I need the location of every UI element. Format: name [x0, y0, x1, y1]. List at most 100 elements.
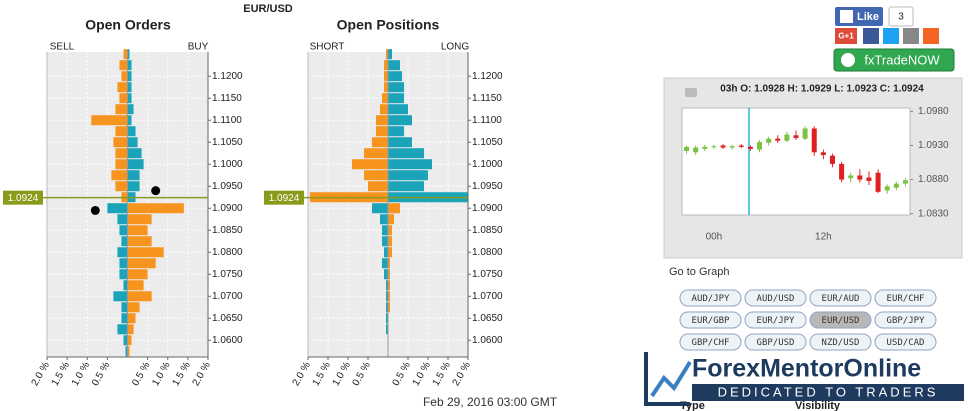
pair-button[interactable] — [809, 289, 872, 307]
pair-button[interactable] — [809, 311, 872, 329]
bar — [380, 104, 388, 115]
x-tick-label: 1.5 % — [431, 360, 453, 388]
bar — [388, 71, 402, 82]
share-mail[interactable] — [903, 28, 919, 44]
bar — [388, 93, 404, 104]
pair-button[interactable] — [744, 311, 807, 329]
share-twitter[interactable] — [883, 28, 899, 44]
pair-button[interactable] — [874, 311, 937, 329]
goto-title: Go to Graph — [669, 266, 730, 278]
pair-label: USD/CAD — [887, 338, 925, 348]
candle-body — [757, 142, 763, 150]
candle-body — [893, 183, 899, 188]
pair-button[interactable] — [874, 289, 937, 307]
bar — [127, 71, 132, 82]
pair-label: AUD/JPY — [692, 294, 731, 304]
pair-button[interactable] — [744, 333, 807, 351]
y-tick-label: 1.0750 — [472, 269, 503, 280]
candle-body — [738, 145, 744, 147]
bar — [382, 258, 388, 269]
side-label: SELL — [50, 42, 75, 53]
pair-button[interactable] — [679, 333, 742, 351]
candle-body — [802, 128, 808, 139]
y-tick-label: 1.0850 — [212, 225, 243, 236]
x-tick-label: 1.5 % — [311, 360, 333, 388]
bar — [364, 170, 388, 181]
bar — [384, 71, 388, 82]
bar — [382, 236, 388, 247]
bar — [123, 280, 128, 291]
y-tick-label: 1.0980 — [918, 106, 949, 117]
pair-button[interactable] — [809, 333, 872, 351]
bar — [127, 181, 140, 192]
bar — [388, 214, 394, 225]
tagline-bar — [692, 384, 964, 401]
y-tick-label: 1.1100 — [472, 115, 502, 126]
bar — [127, 291, 152, 302]
y-tick-label: 1.0900 — [472, 203, 503, 214]
bar — [388, 82, 404, 93]
trade-icon — [841, 53, 855, 67]
share-more[interactable] — [923, 28, 939, 44]
like-count: 3 — [898, 12, 904, 23]
column-visibility: Visibility — [795, 400, 841, 411]
gplus-label: G+1 — [838, 32, 854, 41]
bar — [376, 126, 388, 137]
bar — [388, 170, 428, 181]
gplus-button[interactable] — [835, 28, 857, 44]
bar — [115, 104, 128, 115]
bar — [119, 225, 128, 236]
pair-label: EUR/USD — [822, 316, 860, 326]
pair-label: EUR/CHF — [887, 294, 925, 304]
trade-button[interactable] — [833, 48, 955, 72]
pair-label: EUR/JPY — [757, 316, 796, 326]
x-tick-label: 12h — [815, 232, 832, 243]
pair-button[interactable] — [679, 289, 742, 307]
bar — [119, 93, 128, 104]
bar — [386, 291, 388, 302]
bar — [388, 302, 390, 313]
pair-button[interactable] — [744, 289, 807, 307]
bar — [372, 137, 388, 148]
share-facebook[interactable] — [863, 28, 879, 44]
lock-icon — [685, 88, 697, 97]
bar — [388, 115, 412, 126]
pair-button[interactable] — [874, 333, 937, 351]
tagline: DEDICATED TO TRADERS — [718, 384, 939, 399]
fb-icon — [840, 10, 853, 23]
bar — [388, 181, 424, 192]
bar — [127, 159, 144, 170]
bar — [127, 126, 136, 137]
bar — [386, 313, 388, 324]
candle-body — [829, 155, 835, 164]
x-tick-label: 1.0 % — [331, 360, 353, 388]
candle-body — [720, 145, 726, 148]
bar — [115, 126, 128, 137]
pair-label: GBP/USD — [757, 338, 795, 348]
candle-body — [747, 146, 753, 149]
pair-button[interactable] — [679, 311, 742, 329]
bar — [117, 247, 128, 258]
y-tick-label: 1.0830 — [918, 208, 949, 219]
x-tick-label: 1.0 % — [150, 360, 172, 388]
bar — [384, 60, 388, 71]
bar — [127, 280, 144, 291]
x-tick-label: 1.0 % — [411, 360, 433, 388]
x-tick-label: 0.5 % — [90, 360, 112, 388]
chart-title: Open Orders — [85, 17, 171, 33]
pair-label: NZD/USD — [822, 338, 860, 348]
x-tick-label: 2.0 % — [291, 360, 313, 388]
side-label: LONG — [441, 42, 470, 53]
bar — [388, 148, 424, 159]
like-label: Like — [857, 11, 879, 23]
current-price-label: 1.0924 — [269, 193, 300, 204]
y-tick-label: 1.1200 — [212, 71, 243, 82]
like-count-box — [888, 6, 914, 27]
y-tick-label: 1.0600 — [472, 335, 503, 346]
y-tick-label: 1.0850 — [472, 225, 503, 236]
pair-label: AUD/USD — [757, 294, 795, 304]
trade-label: fxTradeNOW — [864, 52, 940, 67]
bar — [121, 236, 128, 247]
x-tick-label: 00h — [706, 232, 723, 243]
